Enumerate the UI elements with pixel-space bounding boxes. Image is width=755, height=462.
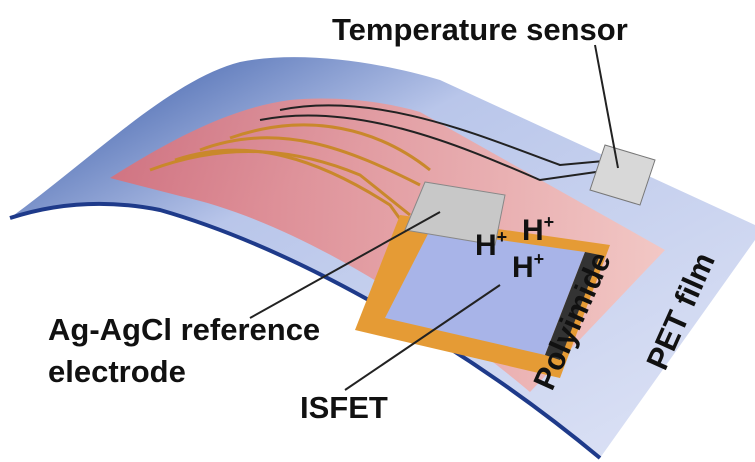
temperature-sensor-label: Temperature sensor xyxy=(332,12,628,47)
reference-label: electrode xyxy=(48,354,186,389)
reference-label: Ag-AgCl reference xyxy=(48,312,320,347)
isfet-label: ISFET xyxy=(300,390,388,425)
diagram: H+ H+ H+ Temperature sensor Ag-AgCl refe… xyxy=(0,0,755,462)
